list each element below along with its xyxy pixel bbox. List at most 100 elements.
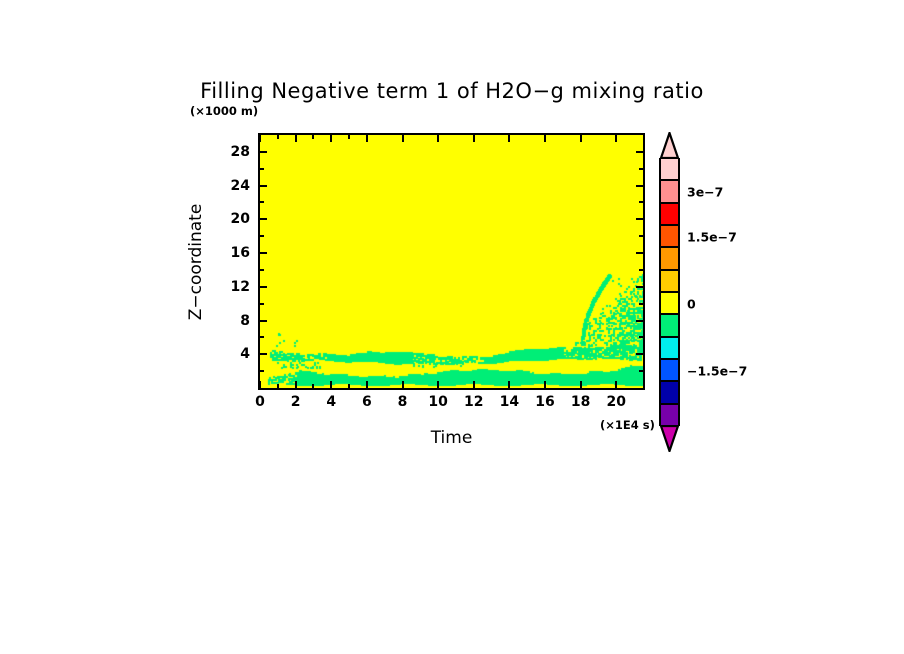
x-tick-label: 4 xyxy=(326,394,337,410)
y-tick-minor xyxy=(260,167,264,170)
colorbar-tick-label: 3e−7 xyxy=(687,184,724,200)
colorbar-over-arrow xyxy=(659,132,680,158)
colorbar xyxy=(659,158,680,426)
y-tick-minor xyxy=(260,268,264,271)
y-tick-minor-right xyxy=(639,370,643,373)
y-axis-unit-label: (×1000 m) xyxy=(190,104,259,118)
colorbar-band xyxy=(659,247,680,270)
x-tick-major-top xyxy=(437,135,440,142)
x-tick-label: 16 xyxy=(535,394,555,410)
x-tick-major xyxy=(259,381,261,388)
x-tick-major-top xyxy=(259,135,261,142)
x-tick-label: 0 xyxy=(255,394,265,410)
x-tick-major xyxy=(544,381,547,388)
colorbar-band xyxy=(659,359,680,382)
x-tick-major-top xyxy=(365,135,368,142)
y-tick-label: 8 xyxy=(240,312,250,329)
x-tick-major xyxy=(330,381,333,388)
y-axis-title: Z−coordinate xyxy=(186,203,206,321)
y-tick-label: 16 xyxy=(230,245,250,262)
colorbar-band xyxy=(659,180,680,203)
colorbar-under-arrow xyxy=(659,426,680,452)
x-tick-minor xyxy=(348,384,351,388)
x-tick-major xyxy=(437,381,440,388)
y-tick-major-right xyxy=(636,353,643,356)
colorbar-tick-label: −1.5e−7 xyxy=(687,363,748,379)
y-tick-minor xyxy=(260,370,264,373)
y-tick-major-right xyxy=(636,319,643,322)
y-tick-major xyxy=(260,252,267,255)
y-tick-major xyxy=(260,218,267,221)
y-tick-label: 12 xyxy=(230,278,250,295)
y-tick-major-right xyxy=(636,218,643,221)
x-tick-major-top xyxy=(294,135,297,142)
y-tick-label: 24 xyxy=(230,177,250,194)
y-tick-label: 4 xyxy=(240,346,250,363)
x-tick-major xyxy=(615,381,618,388)
x-tick-major-top xyxy=(401,135,404,142)
y-tick-minor xyxy=(260,235,264,238)
y-tick-label: 28 xyxy=(230,143,250,160)
x-tick-major-top xyxy=(544,135,547,142)
y-tick-major-right xyxy=(636,252,643,255)
plot-area xyxy=(258,133,645,390)
x-tick-major xyxy=(401,381,404,388)
y-tick-major xyxy=(260,184,267,187)
x-tick-minor-top xyxy=(348,135,351,139)
x-tick-minor xyxy=(276,384,279,388)
y-tick-major xyxy=(260,353,267,356)
x-tick-label: 10 xyxy=(428,394,448,410)
x-tick-major xyxy=(579,381,582,388)
y-tick-minor-right xyxy=(639,268,643,271)
chart-title: Filling Negative term 1 of H2O−g mixing … xyxy=(200,79,704,103)
x-tick-label: 2 xyxy=(290,394,301,410)
y-tick-major-right xyxy=(636,150,643,153)
y-tick-minor xyxy=(260,336,264,339)
y-tick-major-right xyxy=(636,184,643,187)
colorbar-band xyxy=(659,381,680,404)
y-tick-minor-right xyxy=(639,302,643,305)
x-tick-major xyxy=(365,381,368,388)
colorbar-band xyxy=(659,336,680,359)
y-tick-minor-right xyxy=(639,201,643,204)
x-tick-minor-top xyxy=(276,135,279,139)
x-tick-label: 20 xyxy=(606,394,627,410)
x-tick-major xyxy=(508,381,511,388)
colorbar-band xyxy=(659,403,680,426)
y-tick-label: 20 xyxy=(230,211,250,228)
x-tick-major xyxy=(472,381,475,388)
x-tick-minor-top xyxy=(312,135,315,139)
x-tick-major-top xyxy=(615,135,618,142)
x-tick-label: 18 xyxy=(570,394,591,410)
contour-field xyxy=(260,135,643,388)
y-tick-minor-right xyxy=(639,235,643,238)
colorbar-band xyxy=(659,225,680,248)
y-tick-major xyxy=(260,319,267,322)
x-tick-major-top xyxy=(330,135,333,142)
colorbar-tick-label: 1.5e−7 xyxy=(687,229,737,245)
y-tick-minor xyxy=(260,302,264,305)
x-axis-unit-label: (×1E4 s) xyxy=(600,418,655,432)
x-tick-major-top xyxy=(508,135,511,142)
x-tick-minor xyxy=(312,384,315,388)
colorbar-band xyxy=(659,158,680,181)
y-tick-major xyxy=(260,285,267,288)
y-tick-minor xyxy=(260,201,264,204)
x-tick-major xyxy=(294,381,297,388)
y-tick-major xyxy=(260,150,267,153)
y-tick-minor-right xyxy=(639,336,643,339)
x-tick-major-top xyxy=(472,135,475,142)
x-tick-label: 8 xyxy=(397,394,408,410)
x-tick-label: 14 xyxy=(499,394,520,410)
colorbar-band xyxy=(659,314,680,337)
y-tick-minor-right xyxy=(639,167,643,170)
x-axis-title: Time xyxy=(430,428,473,448)
y-tick-major-right xyxy=(636,285,643,288)
colorbar-band xyxy=(659,269,680,292)
x-tick-label: 12 xyxy=(464,394,484,410)
x-tick-label: 6 xyxy=(362,394,372,410)
colorbar-tick-label: 0 xyxy=(687,296,696,312)
colorbar-band xyxy=(659,292,680,315)
x-tick-major-top xyxy=(579,135,582,142)
